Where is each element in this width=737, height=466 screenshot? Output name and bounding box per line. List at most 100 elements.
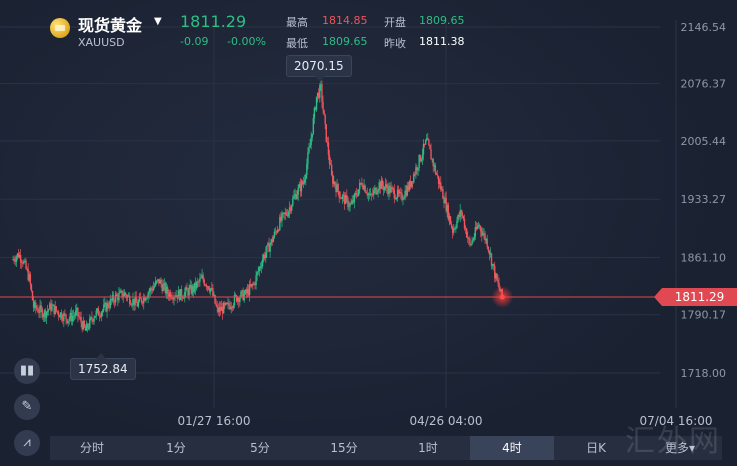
candle [461, 210, 464, 219]
candle [17, 249, 20, 259]
candle [492, 263, 495, 271]
candle [39, 299, 41, 319]
candle [242, 287, 244, 301]
candle [90, 316, 92, 321]
tab-period-realtime[interactable]: 分时 [79, 441, 104, 455]
candle [230, 302, 232, 314]
candle [53, 304, 55, 318]
candle [386, 179, 388, 194]
candle [393, 184, 396, 204]
candle [316, 92, 319, 103]
stat-low-value: 1809.65 [322, 35, 368, 48]
candle [235, 294, 238, 303]
candle [349, 201, 351, 212]
candle [320, 80, 322, 91]
candle [480, 225, 482, 238]
tab-period-1h[interactable]: 1时 [418, 441, 438, 455]
last-price: 1811.29 [180, 12, 247, 31]
candle [163, 278, 165, 291]
candle [82, 316, 84, 331]
candle [388, 182, 390, 200]
candle [114, 290, 117, 306]
candle [60, 309, 63, 322]
candle [445, 191, 447, 214]
candle [272, 235, 275, 243]
candle [455, 224, 457, 233]
candle [146, 295, 148, 300]
candle [31, 290, 34, 301]
candle [183, 294, 185, 299]
candle [152, 281, 155, 292]
candle [120, 288, 122, 293]
candle [458, 212, 460, 220]
candle [414, 171, 416, 177]
candle [184, 287, 186, 303]
candle [16, 252, 19, 261]
candle [305, 173, 307, 186]
candle [175, 289, 177, 298]
candle [151, 285, 154, 294]
candle [193, 282, 196, 294]
candle [149, 285, 151, 297]
candle [206, 285, 209, 292]
candle [216, 300, 218, 314]
candle [395, 196, 398, 201]
candle [271, 235, 273, 246]
y-tick-label: 1933.27 [681, 193, 727, 206]
candle [288, 201, 291, 218]
candle [420, 157, 423, 163]
candle [75, 304, 77, 320]
candle [410, 181, 413, 189]
tab-period-day[interactable]: 日K [586, 441, 606, 455]
tab-period-more[interactable]: 更多▾ [664, 441, 696, 455]
candle [30, 283, 33, 293]
candle [137, 299, 140, 309]
y-tick-label: 2076.37 [681, 78, 727, 91]
candle [178, 289, 181, 302]
candle [474, 221, 477, 240]
x-tick-label: 01/27 16:00 [178, 414, 251, 428]
candle [361, 177, 363, 188]
candle [79, 312, 81, 321]
candle [436, 170, 439, 179]
candle [446, 202, 448, 218]
candle [37, 304, 39, 314]
indicator-icon[interactable]: ⩘ [14, 430, 40, 456]
candle [281, 210, 283, 228]
chevron-down-icon[interactable]: ▼ [154, 16, 162, 27]
candle [48, 308, 50, 316]
candle [273, 228, 276, 239]
candle [453, 224, 455, 236]
tab-period-5m[interactable]: 5分 [250, 441, 270, 455]
candle [113, 298, 116, 308]
tab-period-1m[interactable]: 1分 [166, 441, 186, 455]
candle [449, 215, 452, 225]
candle [86, 322, 89, 333]
candle [324, 113, 326, 130]
candle [76, 303, 78, 317]
candle [131, 302, 133, 308]
candle [42, 313, 45, 322]
candle [121, 290, 123, 300]
candle [384, 178, 387, 192]
candle [189, 279, 191, 290]
gold-icon [50, 18, 70, 38]
candle [351, 195, 353, 205]
candle [257, 266, 259, 276]
candle [87, 323, 90, 331]
candle [104, 297, 106, 308]
tab-period-4h[interactable]: 4时 [470, 436, 554, 460]
candle [392, 186, 394, 195]
tab-period-15m[interactable]: 15分 [330, 441, 358, 455]
candle [89, 314, 91, 331]
candle [334, 180, 336, 189]
candle-style-icon[interactable]: ▮▮ [14, 358, 40, 384]
pen-icon[interactable]: ✎ [14, 394, 40, 420]
candle [205, 283, 208, 291]
candle [450, 220, 453, 230]
candle [106, 299, 108, 318]
stat-open-value: 1809.65 [419, 14, 465, 27]
candle [394, 194, 397, 200]
symbol-name[interactable]: 现货黄金 [78, 16, 143, 35]
